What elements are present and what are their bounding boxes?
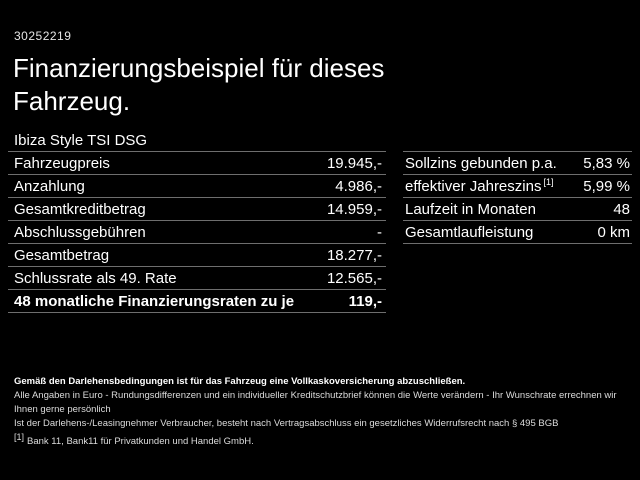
page-title: Finanzierungsbeispiel für dieses Fahrzeu… bbox=[13, 52, 384, 118]
monthly-rate-row: 48 monatliche Finanzierungsraten zu je 1… bbox=[8, 290, 386, 313]
table-row: Laufzeit in Monaten 48 bbox=[403, 198, 632, 221]
table-row: effektiver Jahreszins [1] 5,99 % bbox=[403, 175, 632, 198]
page-title-line2: Fahrzeug. bbox=[13, 86, 131, 116]
footnote-marker: [1] bbox=[14, 431, 25, 442]
footnote-ref: [1] bbox=[543, 176, 554, 187]
footnote-text: Bank 11, Bank11 für Privatkunden und Han… bbox=[27, 436, 254, 447]
row-label: Schlussrate als 49. Rate bbox=[14, 269, 177, 287]
row-value: 18.277,- bbox=[326, 246, 382, 264]
row-label: Anzahlung bbox=[14, 177, 85, 195]
table-row: Schlussrate als 49. Rate 12.565,- bbox=[8, 267, 386, 290]
row-value: 0 km bbox=[597, 223, 630, 241]
row-label: Sollzins gebunden p.a. bbox=[405, 154, 557, 172]
table-row: Gesamtbetrag 18.277,- bbox=[8, 244, 386, 267]
table-row: Anzahlung 4.986,- bbox=[8, 175, 386, 198]
row-label: effektiver Jahreszins [1] bbox=[405, 176, 554, 195]
reference-number: 30252219 bbox=[14, 29, 72, 43]
row-value: 5,83 % bbox=[583, 154, 630, 172]
footnote-bank: [1] Bank 11, Bank11 für Privatkunden und … bbox=[14, 431, 632, 449]
row-value: 19.945,- bbox=[326, 154, 382, 172]
model-header-row: Ibiza Style TSI DSG bbox=[8, 129, 386, 152]
row-label: Abschlussgebühren bbox=[14, 223, 146, 241]
row-value: - bbox=[377, 223, 382, 241]
legal-disclaimer: Gemäß den Darlehensbedingungen ist für d… bbox=[14, 375, 632, 449]
row-label: Gesamtbetrag bbox=[14, 246, 110, 264]
table-row: Fahrzeugpreis 19.945,- bbox=[8, 152, 386, 175]
rates-table: Sollzins gebunden p.a. 5,83 % effektiver… bbox=[403, 151, 632, 244]
model-name: Ibiza Style TSI DSG bbox=[14, 131, 148, 149]
row-label: 48 monatliche Finanzierungsraten zu je bbox=[14, 292, 295, 310]
row-value: 119,- bbox=[348, 292, 382, 310]
row-label: Fahrzeugpreis bbox=[14, 154, 110, 172]
table-row: Abschlussgebühren - bbox=[8, 221, 386, 244]
table-row: Gesamtlaufleistung 0 km bbox=[403, 221, 632, 244]
disclaimer-line-widerruf: Ist der Darlehens-/Leasingnehmer Verbrau… bbox=[14, 418, 559, 429]
disclaimer-line-euro: Alle Angaben in Euro - Rundungsdifferenz… bbox=[14, 390, 617, 415]
finance-table: Ibiza Style TSI DSG Fahrzeugpreis 19.945… bbox=[8, 129, 386, 313]
row-value: 48 bbox=[613, 200, 630, 218]
row-value: 14.959,- bbox=[326, 200, 382, 218]
row-value: 12.565,- bbox=[326, 269, 382, 287]
table-row: Sollzins gebunden p.a. 5,83 % bbox=[403, 152, 632, 175]
disclaimer-line-insurance: Gemäß den Darlehensbedingungen ist für d… bbox=[14, 376, 466, 387]
page-title-line1: Finanzierungsbeispiel für dieses bbox=[13, 53, 385, 83]
table-row: Gesamtkreditbetrag 14.959,- bbox=[8, 198, 386, 221]
row-value: 5,99 % bbox=[583, 177, 630, 195]
row-value: 4.986,- bbox=[335, 177, 382, 195]
row-label: Gesamtkreditbetrag bbox=[14, 200, 146, 218]
row-label: Gesamtlaufleistung bbox=[405, 223, 534, 241]
row-label: Laufzeit in Monaten bbox=[405, 200, 536, 218]
